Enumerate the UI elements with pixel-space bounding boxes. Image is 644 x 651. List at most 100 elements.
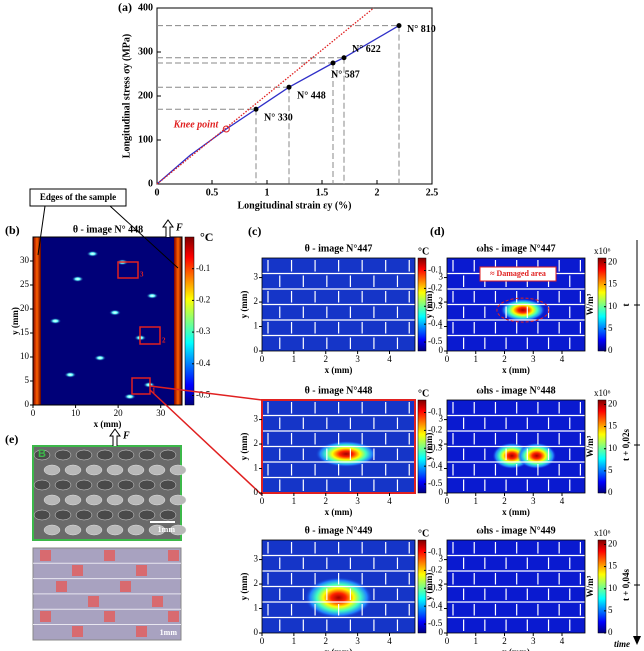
force-arrow — [162, 219, 174, 237]
zoom-line — [149, 389, 263, 496]
fiber-tow — [169, 464, 187, 476]
colorbar-tick-label: 5 — [608, 465, 613, 475]
heatmap-title: θ - image N°447 — [305, 243, 373, 254]
colorbar-tick-label: -0.3 — [428, 442, 443, 452]
colorbar — [417, 399, 427, 494]
colorbar-tick-label: -0.1 — [428, 547, 442, 557]
x-tick-label: 1.5 — [316, 187, 329, 198]
x-tick-label: 0 — [31, 408, 36, 418]
fiber-tow — [138, 449, 156, 461]
x-tick-label: 4 — [387, 496, 392, 506]
colorbar-tick-label: 20 — [608, 398, 618, 408]
x-tick-label: 0 — [260, 636, 265, 646]
x-tick-label: 2 — [375, 187, 380, 198]
fiber-tow — [64, 464, 82, 476]
colorbar-scale: x10⁶ — [594, 528, 611, 538]
point-label: N° 587 — [331, 69, 360, 80]
y-tick-label: 3 — [254, 272, 259, 282]
heatmap-frame — [261, 399, 416, 494]
x-axis-label: x (mm) — [325, 365, 353, 375]
damage-site — [168, 550, 179, 561]
callout: Edges of the sample — [40, 192, 116, 202]
x-axis-label: Longitudinal strain εy (%) — [237, 200, 351, 211]
y-tick-label: 1 — [254, 321, 259, 331]
colorbar-tick-label: 20 — [608, 256, 618, 266]
colorbar-tick-label: 10 — [608, 301, 618, 311]
y-tick-label: 10 — [20, 351, 30, 361]
x-tick-label: 0 — [155, 187, 160, 198]
scale-label: 1mm — [158, 525, 176, 534]
y-tick-label: 1 — [439, 603, 444, 613]
x-tick-label: 1 — [292, 496, 297, 506]
x-tick-label: 3 — [355, 496, 360, 506]
x-tick-label: 0 — [445, 636, 450, 646]
y-axis-label: y (mm) — [10, 307, 20, 335]
region-label: 1 — [152, 387, 156, 395]
colorbar-scale: x10⁶ — [594, 246, 611, 256]
colorbar-tick-label: -0.1 — [428, 407, 442, 417]
y-tick-label: 0 — [25, 399, 30, 409]
colorbar-unit: °C — [200, 230, 213, 244]
damage-site — [104, 550, 115, 561]
region-box — [139, 326, 161, 345]
x-axis-label: x (mm) — [502, 647, 530, 651]
x-tick-label: 3 — [355, 354, 360, 364]
y-tick-label: 5 — [25, 375, 30, 385]
y-tick-label: 0 — [254, 627, 259, 637]
colorbar-tick-label: -0.3 — [428, 300, 443, 310]
fiber-tow — [106, 464, 124, 476]
colorbar-tick-label: -0.5 — [428, 336, 443, 346]
colorbar-tick-label: -0.1 — [196, 263, 210, 273]
damage-site — [88, 596, 99, 607]
fiber-tow — [96, 509, 114, 521]
x-tick-label: 1 — [292, 636, 297, 646]
colorbar — [184, 236, 195, 406]
point — [341, 55, 347, 61]
x-tick-label: 2 — [324, 496, 329, 506]
colorbar — [597, 257, 607, 352]
damage-site — [40, 550, 51, 561]
fiber-tow — [159, 449, 177, 461]
x-axis-label: x (mm) — [502, 365, 530, 375]
colorbar-tick-label: -0.5 — [196, 390, 211, 400]
colorbar — [597, 539, 607, 634]
fiber-tow — [64, 524, 82, 536]
time-label: t + 0,02s — [621, 429, 631, 461]
y-tick-label: 0 — [254, 487, 259, 497]
hot-spot — [64, 371, 77, 378]
heatmap-frame — [446, 257, 586, 352]
x-tick-label: 2 — [502, 636, 507, 646]
damage-site — [136, 626, 147, 637]
fiber-tow — [75, 479, 93, 491]
fiber-tow — [159, 479, 177, 491]
knee-marker — [222, 125, 230, 133]
fiber-tow — [138, 509, 156, 521]
x-tick-label: 0.5 — [206, 187, 219, 198]
annotation-box — [479, 266, 557, 282]
colorbar-tick-label: 15 — [608, 279, 618, 289]
region-box — [117, 261, 139, 279]
colorbar-tick-label: -0.3 — [428, 582, 443, 592]
force-label: F — [175, 222, 183, 233]
panel-label: (e) — [5, 432, 18, 446]
callout-box — [29, 188, 127, 207]
time-axis-label: time — [614, 639, 630, 649]
hot-spot — [123, 393, 136, 400]
hot-spot — [94, 354, 107, 361]
colorbar-unit: W/m³ — [585, 575, 595, 597]
y-tick-label: 200 — [138, 90, 153, 101]
point-label: N° 810 — [407, 24, 436, 35]
fiber-tow — [33, 509, 51, 521]
fiber-tow — [85, 494, 103, 506]
fiber-tow — [75, 449, 93, 461]
colorbar-tick-label: -0.2 — [428, 564, 442, 574]
colorbar-tick-label: 0 — [608, 345, 613, 355]
panel-label: (c) — [248, 224, 261, 238]
fiber-tow — [169, 524, 187, 536]
curve — [157, 8, 374, 184]
x-tick-label: 0 — [445, 354, 450, 364]
x-tick-label: 2 — [502, 496, 507, 506]
hot-spot — [86, 250, 99, 257]
plot-frame — [156, 7, 433, 185]
fiber-tow — [64, 494, 82, 506]
